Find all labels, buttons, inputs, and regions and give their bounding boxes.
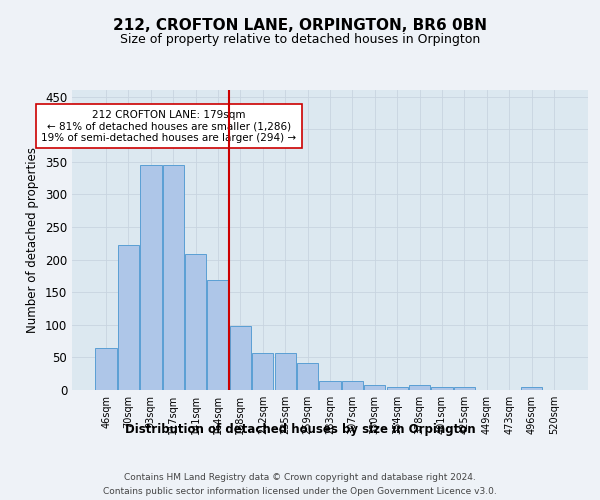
Bar <box>364 386 385 390</box>
Text: Size of property relative to detached houses in Orpington: Size of property relative to detached ho… <box>120 32 480 46</box>
Bar <box>118 245 139 390</box>
Bar <box>208 280 229 390</box>
Bar <box>342 381 363 390</box>
Bar <box>163 165 184 390</box>
Y-axis label: Number of detached properties: Number of detached properties <box>26 147 40 333</box>
Bar <box>319 381 341 390</box>
Bar <box>140 165 161 390</box>
Bar <box>409 386 430 390</box>
Bar <box>230 326 251 390</box>
Text: 212 CROFTON LANE: 179sqm
← 81% of detached houses are smaller (1,286)
19% of sem: 212 CROFTON LANE: 179sqm ← 81% of detach… <box>41 110 296 143</box>
Bar <box>521 388 542 390</box>
Bar <box>454 386 475 390</box>
Bar <box>95 348 117 390</box>
Text: 212, CROFTON LANE, ORPINGTON, BR6 0BN: 212, CROFTON LANE, ORPINGTON, BR6 0BN <box>113 18 487 32</box>
Bar <box>275 354 296 390</box>
Text: Contains HM Land Registry data © Crown copyright and database right 2024.: Contains HM Land Registry data © Crown c… <box>124 472 476 482</box>
Text: Distribution of detached houses by size in Orpington: Distribution of detached houses by size … <box>125 422 475 436</box>
Bar <box>297 362 318 390</box>
Text: Contains public sector information licensed under the Open Government Licence v3: Contains public sector information licen… <box>103 488 497 496</box>
Bar <box>386 386 408 390</box>
Bar <box>185 254 206 390</box>
Bar <box>252 354 274 390</box>
Bar <box>431 386 452 390</box>
